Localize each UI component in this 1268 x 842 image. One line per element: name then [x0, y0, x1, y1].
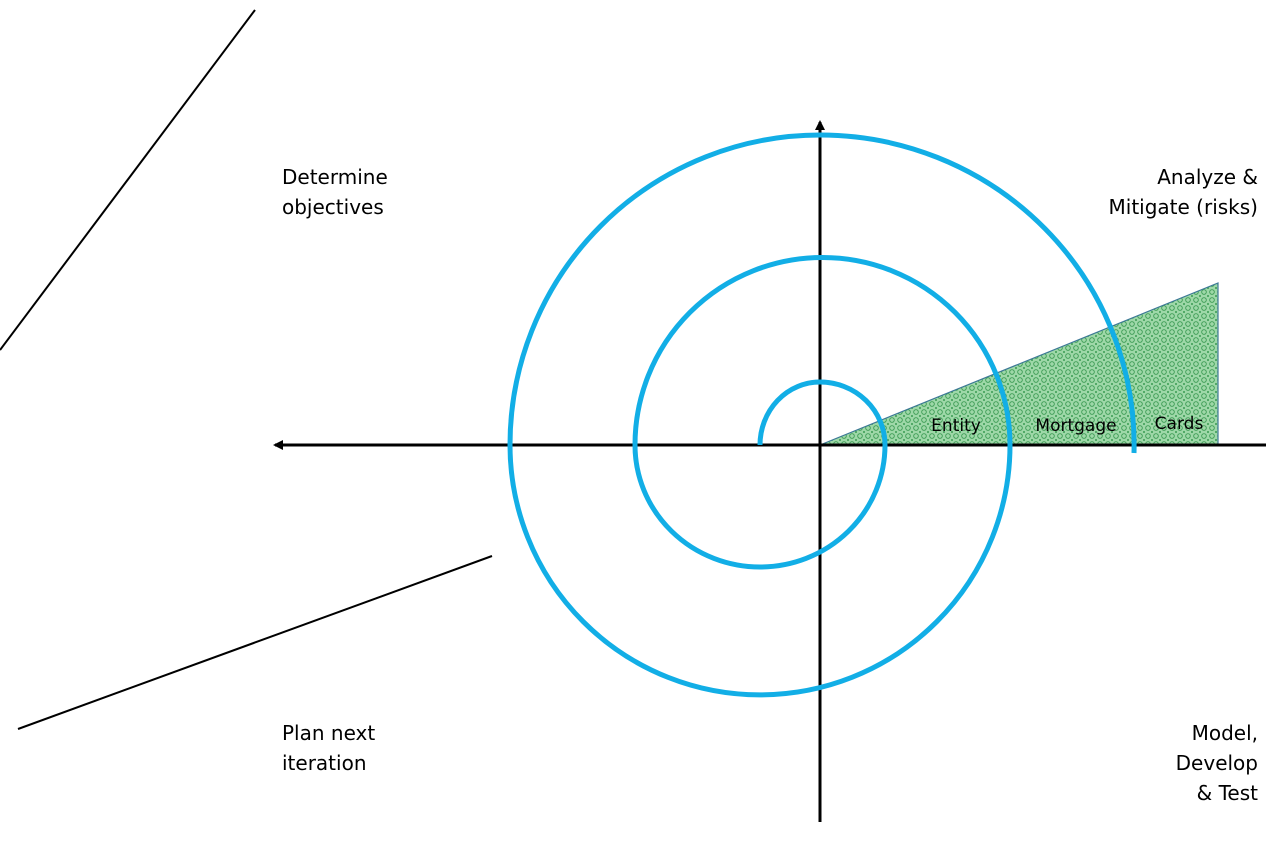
quadrant-label-line: & Test [1196, 781, 1258, 805]
diagonal-line-top [0, 9, 256, 351]
quadrant-label-line: iteration [282, 751, 367, 775]
segment-label-cards: Cards [1155, 414, 1204, 434]
quadrant-label-determine-objectives: Determine objectives [282, 162, 388, 222]
diagonal-line-bottom [17, 555, 493, 730]
quadrant-label-model-develop-test: Model, Develop & Test [1176, 718, 1258, 808]
quadrant-label-analyze-mitigate: Analyze & Mitigate (risks) [1109, 162, 1258, 222]
quadrant-label-line: Analyze & [1157, 165, 1258, 189]
quadrant-label-line: objectives [282, 195, 384, 219]
segment-label-mortgage: Mortgage [1035, 416, 1116, 436]
quadrant-label-line: Plan next [282, 721, 376, 745]
quadrant-label-line: Develop [1175, 751, 1258, 775]
spiral-curve [507, 132, 1137, 698]
quadrant-label-line: Mitigate (risks) [1108, 195, 1258, 219]
quadrant-label-plan-next-iteration: Plan next iteration [282, 718, 375, 778]
quadrant-label-line: Model, [1191, 721, 1258, 745]
quadrant-label-line: Determine [282, 165, 388, 189]
segment-label-entity: Entity [931, 416, 981, 436]
